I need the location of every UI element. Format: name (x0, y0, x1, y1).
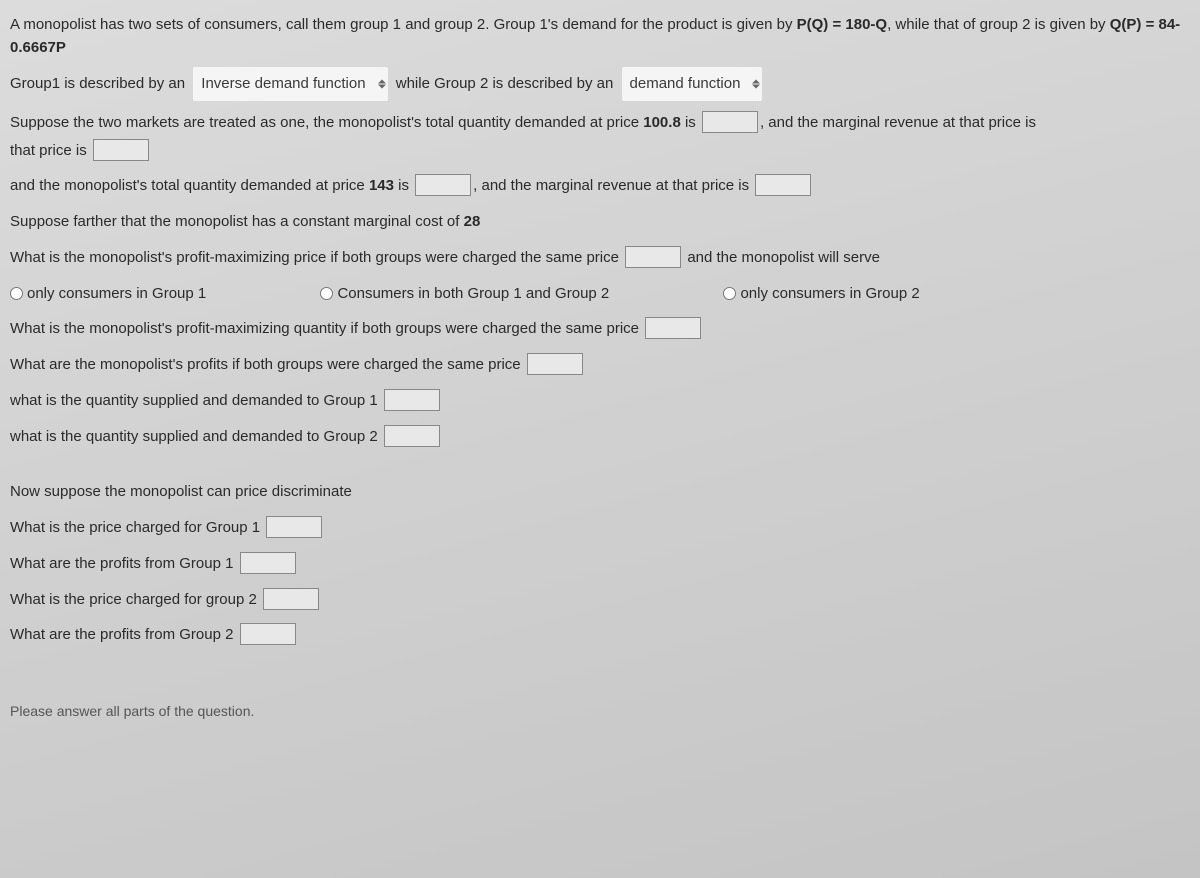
mc-value: 28 (464, 213, 481, 230)
serve-group-radios: only consumers in Group 1 Consumers in b… (10, 280, 1190, 308)
radio-group1-only[interactable] (10, 287, 23, 300)
radio-group2-only[interactable] (723, 287, 736, 300)
qty-at-100-8-input[interactable] (702, 111, 758, 133)
footer-instruction: Please answer all parts of the question. (10, 699, 1190, 725)
combined-market-line-2: and the monopolist's total quantity dema… (10, 172, 1190, 200)
price-100-8: 100.8 (643, 114, 681, 131)
intro-text-1: A monopolist has two sets of consumers, … (10, 16, 797, 33)
text: What is the price charged for Group 1 (10, 519, 264, 536)
dropdown-wrap-1: Inverse demand function (189, 67, 391, 101)
group1-label: Group1 is described by an (10, 75, 185, 92)
pd-heading: Now suppose the monopolist can price dis… (10, 478, 1190, 506)
equation-1: P(Q) = 180-Q (797, 16, 887, 33)
radio-option-group1: only consumers in Group 1 (10, 280, 206, 308)
text: What is the monopolist's profit-maximizi… (10, 249, 623, 266)
profits-input[interactable] (527, 353, 583, 375)
qty-group2-line: what is the quantity supplied and demand… (10, 423, 1190, 451)
price-discriminate-section: Now suppose the monopolist can price dis… (10, 478, 1190, 649)
text: What are the profits from Group 1 (10, 555, 238, 572)
profit-max-price-line: What is the monopolist's profit-maximizi… (10, 244, 1190, 272)
mr-at-100-8-input[interactable] (93, 139, 149, 161)
combined-market-line-1: Suppose the two markets are treated as o… (10, 109, 1190, 165)
qty-group2-input[interactable] (384, 425, 440, 447)
pd-profit-g2-line: What are the profits from Group 2 (10, 621, 1190, 649)
profit-max-qty-line: What is the monopolist's profit-maximizi… (10, 315, 1190, 343)
text: and the monopolist will serve (687, 249, 880, 266)
intro-text-2: , while that of group 2 is given by (887, 16, 1110, 33)
pd-price-g1-line: What is the price charged for Group 1 (10, 514, 1190, 542)
text: Suppose the two markets are treated as o… (10, 114, 643, 131)
radio-label: only consumers in Group 2 (740, 285, 919, 302)
text: What is the monopolist's profit-maximizi… (10, 320, 643, 337)
group1-function-dropdown[interactable]: Inverse demand function (193, 67, 387, 101)
text: is (394, 177, 413, 194)
radio-option-both: Consumers in both Group 1 and Group 2 (320, 280, 609, 308)
pd-price-g2-input[interactable] (263, 588, 319, 610)
radio-label: only consumers in Group 1 (27, 285, 206, 302)
pd-profit-g1-line: What are the profits from Group 1 (10, 550, 1190, 578)
text: , and the marginal revenue at that price… (473, 177, 753, 194)
pd-profit-g1-input[interactable] (240, 552, 296, 574)
question-container: A monopolist has two sets of consumers, … (10, 14, 1190, 725)
text: What are the monopolist's profits if bot… (10, 356, 525, 373)
radio-option-group2: only consumers in Group 2 (723, 280, 919, 308)
intro-paragraph: A monopolist has two sets of consumers, … (10, 14, 1190, 59)
function-type-line: Group1 is described by an Inverse demand… (10, 67, 1190, 101)
group2-function-dropdown[interactable]: demand function (622, 67, 763, 101)
pd-price-g2-line: What is the price charged for group 2 (10, 586, 1190, 614)
text: is (681, 114, 700, 131)
qty-at-143-input[interactable] (415, 174, 471, 196)
text: Suppose farther that the monopolist has … (10, 213, 464, 230)
profit-max-price-input[interactable] (625, 246, 681, 268)
text: what is the quantity supplied and demand… (10, 392, 382, 409)
mr-at-143-input[interactable] (755, 174, 811, 196)
radio-both-groups[interactable] (320, 287, 333, 300)
text: and the monopolist's total quantity dema… (10, 177, 369, 194)
mc-line: Suppose farther that the monopolist has … (10, 208, 1190, 236)
qty-group1-line: what is the quantity supplied and demand… (10, 387, 1190, 415)
text: what is the quantity supplied and demand… (10, 428, 382, 445)
profit-max-qty-input[interactable] (645, 317, 701, 339)
text: , and the marginal revenue at that price… (760, 114, 1036, 131)
pd-profit-g2-input[interactable] (240, 623, 296, 645)
radio-label: Consumers in both Group 1 and Group 2 (337, 285, 609, 302)
group2-label: while Group 2 is described by an (396, 75, 614, 92)
price-143: 143 (369, 177, 394, 194)
pd-price-g1-input[interactable] (266, 516, 322, 538)
text: What are the profits from Group 2 (10, 626, 238, 643)
text: What is the price charged for group 2 (10, 591, 261, 608)
dropdown-wrap-2: demand function (618, 67, 767, 101)
qty-group1-input[interactable] (384, 389, 440, 411)
profits-line: What are the monopolist's profits if bot… (10, 351, 1190, 379)
